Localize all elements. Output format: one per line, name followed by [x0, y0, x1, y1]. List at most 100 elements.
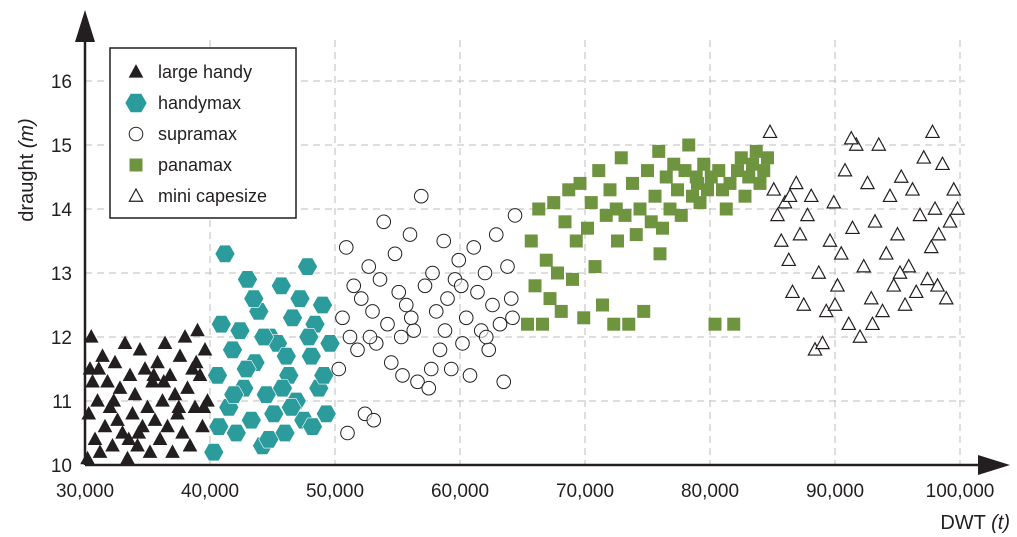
data-point	[949, 200, 966, 215]
data-point	[87, 431, 103, 446]
data-point	[505, 310, 520, 326]
series-handymax	[203, 244, 341, 462]
data-point	[92, 444, 108, 458]
data-point	[122, 367, 138, 382]
legend-label: large handy	[158, 62, 252, 82]
data-point	[648, 189, 662, 203]
data-point	[577, 311, 591, 325]
data-point	[428, 304, 444, 319]
data-point	[192, 367, 208, 382]
data-point	[436, 233, 452, 249]
data-point	[938, 290, 954, 305]
data-point	[644, 215, 658, 229]
legend-label: panamax	[158, 155, 232, 175]
data-point	[197, 341, 213, 356]
data-point	[387, 246, 403, 262]
data-point	[338, 240, 354, 255]
data-point	[492, 316, 508, 332]
data-point	[539, 253, 553, 267]
data-point	[425, 265, 440, 281]
data-point	[335, 310, 350, 326]
y-axis-arrow	[75, 10, 95, 42]
data-point	[391, 284, 407, 300]
data-point	[106, 393, 122, 407]
data-point	[376, 214, 392, 230]
data-point	[622, 317, 636, 331]
data-point	[573, 176, 587, 190]
series-mini-capesize	[762, 123, 966, 356]
x-tick-label: 90,000	[806, 481, 864, 502]
y-tick-labels: 10 11 12 13 14 15 16	[51, 72, 73, 477]
data-point	[315, 404, 337, 423]
data-point	[784, 283, 801, 299]
data-point	[203, 443, 225, 462]
data-point	[844, 219, 861, 235]
data-point	[112, 380, 128, 394]
data-point	[923, 239, 939, 254]
data-point	[80, 450, 95, 465]
data-point	[528, 279, 542, 293]
data-point	[496, 374, 512, 390]
data-point	[924, 123, 941, 139]
data-point	[90, 393, 105, 407]
data-point	[313, 366, 335, 385]
data-point	[738, 189, 752, 203]
data-point	[155, 393, 170, 407]
data-point	[731, 164, 744, 178]
data-point	[588, 260, 602, 274]
data-point	[507, 208, 523, 223]
data-point	[904, 181, 921, 196]
data-point	[653, 247, 667, 261]
data-point	[814, 335, 831, 350]
data-point	[455, 336, 470, 351]
data-point	[792, 226, 808, 241]
data-point	[366, 412, 382, 428]
data-point	[892, 264, 908, 279]
data-point	[543, 292, 557, 306]
data-point	[229, 321, 251, 340]
data-point	[180, 380, 195, 394]
data-point	[188, 354, 204, 369]
data-point	[240, 411, 262, 430]
data-point	[769, 207, 786, 222]
y-tick-label: 15	[51, 136, 72, 157]
data-point	[110, 412, 125, 426]
data-point	[451, 252, 467, 268]
data-point	[282, 308, 303, 327]
data-point	[125, 405, 140, 420]
data-point	[864, 315, 881, 331]
x-axis-title: DWT (t)	[940, 512, 1010, 534]
data-point	[889, 226, 906, 241]
data-point	[912, 207, 928, 222]
data-point	[485, 297, 500, 313]
y-tick-label: 10	[51, 456, 72, 477]
data-point	[521, 317, 534, 331]
data-point	[663, 202, 677, 216]
data-point	[773, 232, 789, 247]
data-point	[761, 151, 774, 165]
data-point	[297, 257, 318, 276]
data-point	[165, 444, 180, 458]
data-point	[481, 342, 497, 358]
legend-label: mini capesize	[158, 186, 267, 206]
data-point	[182, 437, 198, 452]
data-point	[107, 354, 123, 369]
data-point	[395, 368, 410, 383]
x-tick-label: 50,000	[306, 481, 364, 502]
data-point	[167, 386, 183, 401]
x-tick-label: 100,000	[926, 481, 995, 502]
data-point	[749, 144, 763, 158]
data-point	[803, 187, 819, 203]
data-point	[863, 290, 879, 305]
data-point	[882, 187, 898, 203]
legend-label: handymax	[158, 93, 241, 113]
data-point	[609, 202, 623, 216]
data-point	[137, 361, 153, 375]
data-point	[146, 367, 162, 382]
data-point	[931, 226, 947, 241]
data-point	[175, 425, 190, 439]
data-point	[856, 258, 872, 273]
data-point	[633, 202, 647, 216]
data-point	[437, 323, 453, 338]
